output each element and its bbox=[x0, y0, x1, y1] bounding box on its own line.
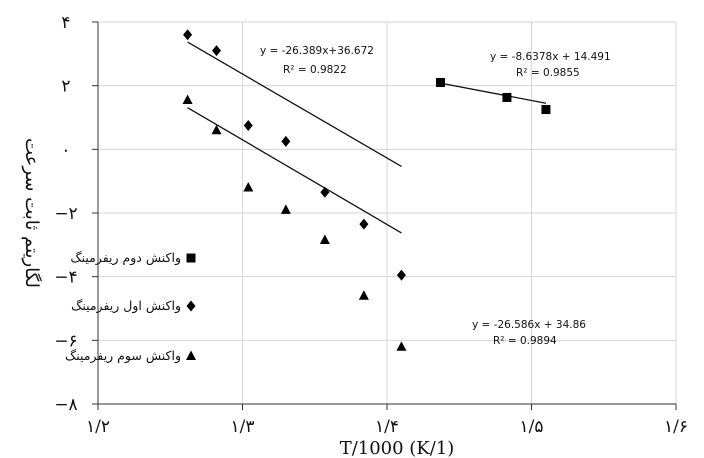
data-point-triangle bbox=[396, 341, 407, 351]
data-point-diamond bbox=[320, 186, 330, 198]
trendline-r-squared: R² = 0.9894 bbox=[493, 335, 557, 347]
legend-label: واکنش دوم ریفرمینگ bbox=[70, 250, 181, 266]
legend: واکنش دوم ریفرمینگ واکنش اول ریفرمینگ واکن… bbox=[65, 250, 196, 364]
legend-marker-square bbox=[186, 253, 196, 263]
y-tick-label: ۴ bbox=[61, 13, 70, 33]
labels: −۸ −۶ −۴ −۲ ۰ ۲ ۴ ۱/۲ ۱/۳ ۱/۴ ۱/۵ ۱/۶ T/1000 (K/1) لگ… bbox=[21, 13, 688, 458]
y-axis-title: لگاریتم ثابت سرعت bbox=[21, 138, 43, 288]
y-tick-label: −۶ bbox=[54, 331, 77, 351]
data-point-triangle bbox=[182, 94, 193, 104]
y-tick-label: −۲ bbox=[54, 204, 77, 224]
data-point-diamond bbox=[211, 45, 221, 57]
y-tick-label: −۸ bbox=[54, 395, 77, 415]
x-tick-label: ۱/۳ bbox=[231, 417, 255, 437]
legend-marker-triangle bbox=[186, 350, 196, 360]
data-point-diamond bbox=[396, 269, 406, 281]
legend-marker-diamond bbox=[186, 300, 196, 312]
data-point-diamond bbox=[281, 135, 291, 147]
x-tick-label: ۱/۶ bbox=[664, 417, 688, 437]
data-point-triangle bbox=[319, 234, 330, 245]
axes bbox=[92, 21, 677, 410]
data-point-triangle bbox=[243, 182, 254, 192]
data-point-triangle bbox=[358, 290, 369, 300]
legend-label: واکنش اول ریفرمینگ bbox=[71, 298, 181, 314]
y-tick-label: −۴ bbox=[54, 268, 77, 288]
y-tick-label: ۰ bbox=[61, 140, 70, 160]
trendline-equation: y = -8.6378x + 14.491 bbox=[490, 51, 611, 63]
trendline-equation: y = -26.586x + 34.86 bbox=[472, 319, 586, 331]
x-tick-label: ۱/۴ bbox=[375, 417, 399, 437]
legend-label: واکنش سوم ریفرمینگ bbox=[65, 348, 181, 364]
data-points bbox=[182, 29, 551, 351]
trendline-square bbox=[440, 82, 547, 104]
trendlines bbox=[187, 41, 547, 234]
data-point-diamond bbox=[183, 29, 193, 41]
data-point-triangle bbox=[280, 204, 291, 214]
trendline-triangle bbox=[187, 107, 402, 234]
trendline-diamond bbox=[187, 41, 402, 167]
y-tick-label: ۲ bbox=[61, 77, 70, 97]
x-axis-title: T/1000 (K/1) bbox=[340, 438, 455, 458]
data-point-diamond bbox=[243, 119, 253, 131]
data-point-square bbox=[541, 105, 551, 115]
x-tick-label: ۱/۵ bbox=[520, 417, 544, 437]
data-point-square bbox=[435, 77, 445, 87]
x-tick-label: ۱/۲ bbox=[86, 417, 110, 437]
data-point-square bbox=[502, 92, 512, 102]
trendline-r-squared: R² = 0.9822 bbox=[283, 64, 347, 76]
trendline-r-squared: R² = 0.9855 bbox=[516, 67, 580, 79]
trendline-equation: y = -26.389x+36.672 bbox=[260, 45, 374, 57]
data-point-diamond bbox=[359, 218, 369, 230]
data-point-triangle bbox=[211, 124, 222, 135]
grid bbox=[98, 21, 677, 404]
